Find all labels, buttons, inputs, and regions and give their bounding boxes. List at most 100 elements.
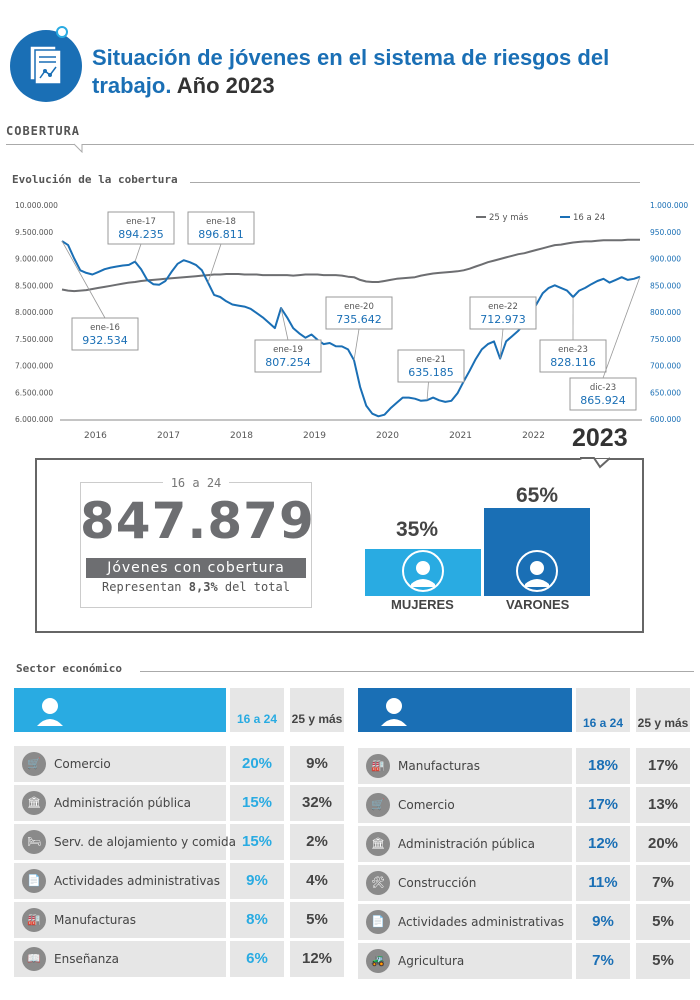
row-label-bg <box>14 863 226 899</box>
table-row: 🚜 Agricultura 7% 5% <box>358 943 694 979</box>
annotation-leader <box>499 328 504 359</box>
cart-icon: 🛒 <box>366 793 390 817</box>
row-label-bg <box>14 824 226 860</box>
row-cell-bg <box>290 902 344 938</box>
table-row: 🛒 Comercio 20% 9% <box>14 746 348 782</box>
sector-label: Administración pública <box>398 837 535 851</box>
row-cell-bg <box>636 865 690 901</box>
sector-label: Manufacturas <box>398 759 480 773</box>
table-col-bg <box>290 688 344 732</box>
row-cell-bg <box>290 785 344 821</box>
row-label-bg <box>14 902 226 938</box>
col-header-25-mas: 25 y más <box>637 716 689 730</box>
wheelbarrow-icon: 🛠 <box>366 871 390 895</box>
table-row: 🛏 Serv. de alojamiento y comida 15% 2% <box>14 824 348 860</box>
women-caption: MUJERES <box>391 597 454 612</box>
value-16-24: 15% <box>241 794 273 811</box>
share-of-total: Representan 8,3% del total <box>102 580 290 594</box>
table-header-bar <box>14 688 226 732</box>
value-25-mas: 13% <box>647 796 679 813</box>
annotation-box <box>397 349 465 383</box>
value-16-24: 17% <box>587 796 619 813</box>
row-cell-bg <box>230 746 284 782</box>
y-right-tick-label: 950.000 <box>650 228 681 237</box>
value-25-mas: 7% <box>652 874 674 891</box>
value-25-mas: 17% <box>647 757 679 774</box>
y-right-tick-label: 800.000 <box>650 308 681 317</box>
page-title-year: Año 2023 <box>176 73 275 98</box>
row-label-bg <box>14 941 226 977</box>
y-left-tick-label: 8.000.000 <box>15 308 53 317</box>
y-left-tick-label: 7.000.000 <box>15 362 53 371</box>
y-left-tick-label: 6.000.000 <box>15 415 53 424</box>
sector-label: Enseñanza <box>54 952 120 966</box>
annotation-box <box>187 211 255 245</box>
x-tick-label: 2020 <box>376 431 399 441</box>
table-col-bg <box>230 688 284 732</box>
row-cell-bg <box>636 943 690 979</box>
annotation-box <box>325 296 393 330</box>
table-row: 📖 Enseñanza 6% 12% <box>14 941 348 977</box>
x-tick-label: 2022 <box>522 431 545 441</box>
man-avatar-icon <box>381 698 407 726</box>
chart-title-rule <box>190 182 640 183</box>
table-row: 🏛 Administración pública 12% 20% <box>358 826 694 862</box>
sector-title: Sector económico <box>16 662 128 675</box>
book-icon: 📖 <box>22 947 46 971</box>
row-cell-bg <box>636 748 690 784</box>
y-right-tick-label: 900.000 <box>650 255 681 264</box>
table-col-bg <box>576 688 630 732</box>
annotation-label: ene-17 <box>126 217 156 227</box>
y-right-tick-label: 750.000 <box>650 335 681 344</box>
sector-label: Actividades administrativas <box>54 874 221 888</box>
row-cell-bg <box>230 941 284 977</box>
row-cell-bg <box>290 824 344 860</box>
row-cell-bg <box>230 785 284 821</box>
annotation-label: dic-23 <box>590 383 616 393</box>
women-bar <box>365 548 481 596</box>
value-16-24: 12% <box>587 835 619 852</box>
series-line-youth <box>61 240 641 418</box>
row-cell-bg <box>230 824 284 860</box>
section-label-cobertura: COBERTURA <box>6 124 81 138</box>
row-cell-bg <box>576 787 630 823</box>
table-row: 🏭 Manufacturas 8% 5% <box>14 902 348 938</box>
woman-avatar-icon <box>402 549 444 592</box>
header-dot <box>56 26 68 38</box>
tractor-icon: 🚜 <box>366 949 390 973</box>
y-left-tick-label: 9.500.000 <box>15 228 53 237</box>
row-cell-bg <box>290 863 344 899</box>
sector-label: Comercio <box>398 798 455 812</box>
annotation-label: ene-22 <box>488 302 518 312</box>
document-icon: 📄 <box>22 869 46 893</box>
y-left-tick-label: 6.500.000 <box>15 388 53 397</box>
value-16-24: 20% <box>241 755 273 772</box>
value-16-24: 9% <box>592 913 614 930</box>
row-label-bg <box>358 826 572 862</box>
annotation-box <box>569 377 637 411</box>
bed-icon: 🛏 <box>22 830 46 854</box>
value-25-mas: 4% <box>306 872 328 889</box>
coverage-label: Jóvenes con cobertura <box>86 558 306 578</box>
value-25-mas: 5% <box>652 913 674 930</box>
y-left-tick-label: 7.500.000 <box>15 335 53 344</box>
summary-year: 2023 <box>572 424 628 452</box>
value-25-mas: 5% <box>652 952 674 969</box>
annotation-value: 932.534 <box>82 334 128 347</box>
annotation-leader <box>61 240 106 319</box>
y-right-tick-label: 600.000 <box>650 415 681 424</box>
col-header-25-mas: 25 y más <box>291 712 343 726</box>
table-row: 🛠 Construcción 11% 7% <box>358 865 694 901</box>
section-rule <box>6 144 694 145</box>
annotation-box <box>71 317 139 351</box>
annotation-label: ene-16 <box>90 323 120 333</box>
row-label-bg <box>358 943 572 979</box>
annotation-value: 865.924 <box>580 394 626 407</box>
table-col-bg <box>636 688 690 732</box>
annotation-leader <box>353 328 360 361</box>
sector-label: Construcción <box>398 876 477 890</box>
value-16-24: 7% <box>592 952 614 969</box>
value-16-24: 6% <box>246 950 268 967</box>
legend-label: 25 y más <box>489 213 529 223</box>
row-cell-bg <box>230 863 284 899</box>
